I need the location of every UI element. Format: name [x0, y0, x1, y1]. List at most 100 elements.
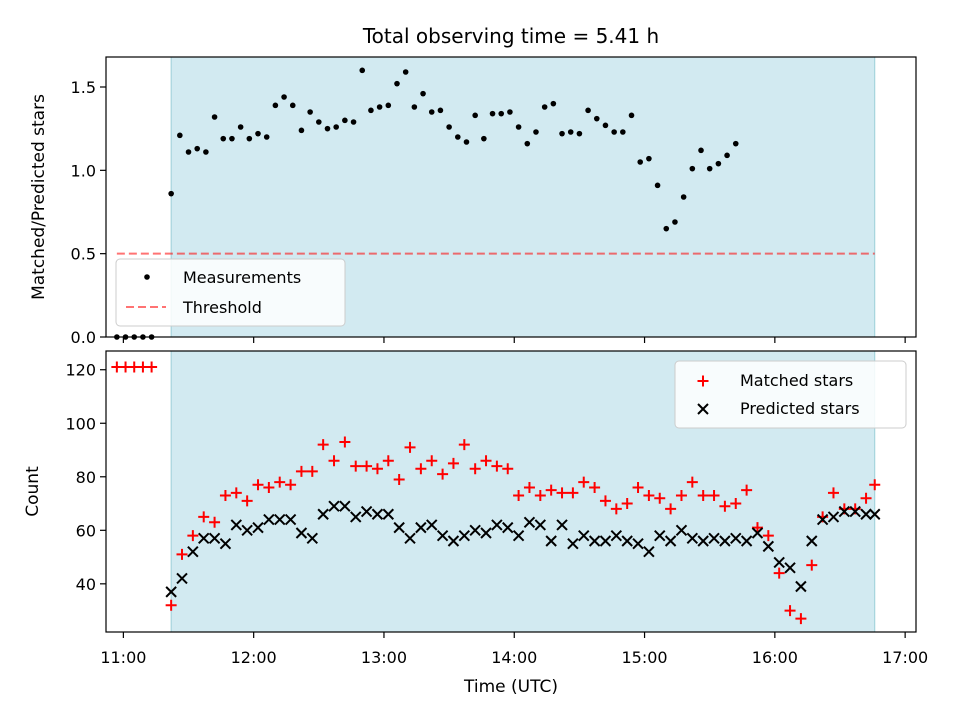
- matched-star-point: [545, 484, 557, 496]
- predicted-star-point: [534, 519, 547, 531]
- predicted-star-point: [241, 524, 253, 537]
- matched-star-point: [665, 503, 677, 515]
- matched-star-point: [371, 463, 383, 475]
- measurement-point: [289, 102, 296, 109]
- matched-star-point: [146, 361, 158, 373]
- matched-star-point: [350, 460, 362, 472]
- measurement-point: [411, 104, 418, 110]
- measurement-point: [316, 119, 322, 125]
- matched-star-point: [165, 599, 177, 611]
- legend: Measurements Threshold: [115, 258, 346, 327]
- x-axis-label: Time (UTC): [463, 677, 558, 697]
- measurement-point: [437, 107, 444, 114]
- measurement-point: [646, 155, 652, 162]
- matched-star-point: [480, 455, 492, 467]
- matched-star-point: [795, 613, 807, 625]
- y-tick-label: 0.0: [71, 328, 96, 347]
- predicted-star-point: [621, 535, 633, 547]
- matched-star-point: [806, 559, 818, 571]
- predicted-star-point: [588, 535, 601, 547]
- measurement-point: [298, 127, 305, 134]
- measurement-point: [220, 135, 227, 142]
- predicted-star-point: [740, 535, 753, 547]
- measurement-point: [255, 130, 261, 137]
- x-tick-label: 16:00: [752, 648, 798, 667]
- predicted-star-point: [719, 535, 731, 547]
- measurement-point: [428, 109, 435, 115]
- matched-star-point: [176, 548, 188, 560]
- matched-star-point: [730, 498, 742, 510]
- y-tick-label: 120: [65, 361, 96, 380]
- predicted-star-point: [654, 529, 666, 542]
- measurement-point: [489, 110, 496, 117]
- matched-star-point: [502, 463, 514, 475]
- predicted-star-point: [350, 511, 362, 523]
- matched-star-point: [643, 490, 655, 502]
- matched-star-point: [708, 490, 720, 502]
- predicted-star-point: [632, 537, 644, 550]
- matched-star-point: [426, 455, 438, 467]
- measurement-point: [620, 129, 626, 135]
- predicted-star-point: [317, 508, 329, 520]
- measurement-point: [481, 135, 487, 142]
- measurement-point: [472, 112, 478, 119]
- legend-label: Matched stars: [740, 371, 853, 390]
- measurement-point: [342, 117, 348, 124]
- matched-star-point: [469, 463, 481, 475]
- measurement-point: [229, 135, 235, 142]
- measurement-point: [498, 110, 505, 117]
- predicted-star-point: [784, 562, 796, 574]
- measurement-point: [585, 107, 591, 114]
- predicted-star-point: [567, 537, 579, 550]
- matched-star-point: [719, 500, 731, 512]
- matched-star-point: [654, 492, 666, 504]
- predicted-star-point: [426, 519, 438, 531]
- measurement-point: [654, 182, 661, 189]
- predicted-star-point: [491, 519, 503, 531]
- legend-matched-marker: [697, 375, 709, 387]
- predicted-star-point: [523, 516, 536, 528]
- predicted-star-point: [849, 505, 861, 518]
- matched-star-point: [556, 487, 568, 499]
- measurement-point: [706, 165, 713, 172]
- matched-star-point: [393, 473, 405, 485]
- matched-star-point: [784, 605, 796, 617]
- matched-star-point: [415, 463, 427, 475]
- measurement-point: [507, 109, 513, 115]
- measurement-point: [637, 159, 644, 165]
- predicted-star-point: [274, 513, 286, 526]
- matched-star-point: [361, 460, 373, 472]
- matched-star-point: [513, 490, 525, 502]
- matched-star-point: [751, 522, 763, 534]
- matched-star-point: [447, 457, 459, 469]
- measurement-point: [359, 67, 366, 74]
- matched-star-point: [632, 481, 644, 493]
- x-tick-label: 12:00: [231, 648, 277, 667]
- matched-star-point: [209, 516, 221, 528]
- measurement-point: [246, 135, 253, 142]
- y-tick-label: 0.5: [71, 245, 96, 264]
- measurement-point: [593, 115, 600, 122]
- y-tick-label: 1.5: [71, 78, 96, 97]
- predicted-star-point: [480, 527, 492, 539]
- legend-label: Threshold: [182, 298, 262, 317]
- measurement-point: [541, 104, 548, 110]
- predicted-star-point: [502, 521, 514, 534]
- predicted-star-point: [393, 521, 405, 534]
- measurement-point: [185, 149, 192, 155]
- x-tick-label: 14:00: [491, 648, 537, 667]
- measurement-point: [307, 109, 313, 115]
- measurement-point: [533, 129, 539, 135]
- legend: Matched stars Predicted stars: [674, 360, 907, 429]
- chart-title: Total observing time = 5.41 h: [362, 24, 659, 48]
- predicted-star-point: [762, 540, 775, 553]
- matched-star-point: [437, 468, 449, 480]
- predicted-star-point: [295, 527, 308, 539]
- predicted-star-point: [806, 535, 818, 547]
- measurement-point: [680, 194, 687, 200]
- measurement-point: [698, 147, 704, 154]
- legend-measurement-marker: [144, 274, 150, 280]
- matched-star-point: [295, 465, 307, 477]
- x-tick-label: 17:00: [882, 648, 928, 667]
- y-axis-label: Count: [23, 466, 43, 517]
